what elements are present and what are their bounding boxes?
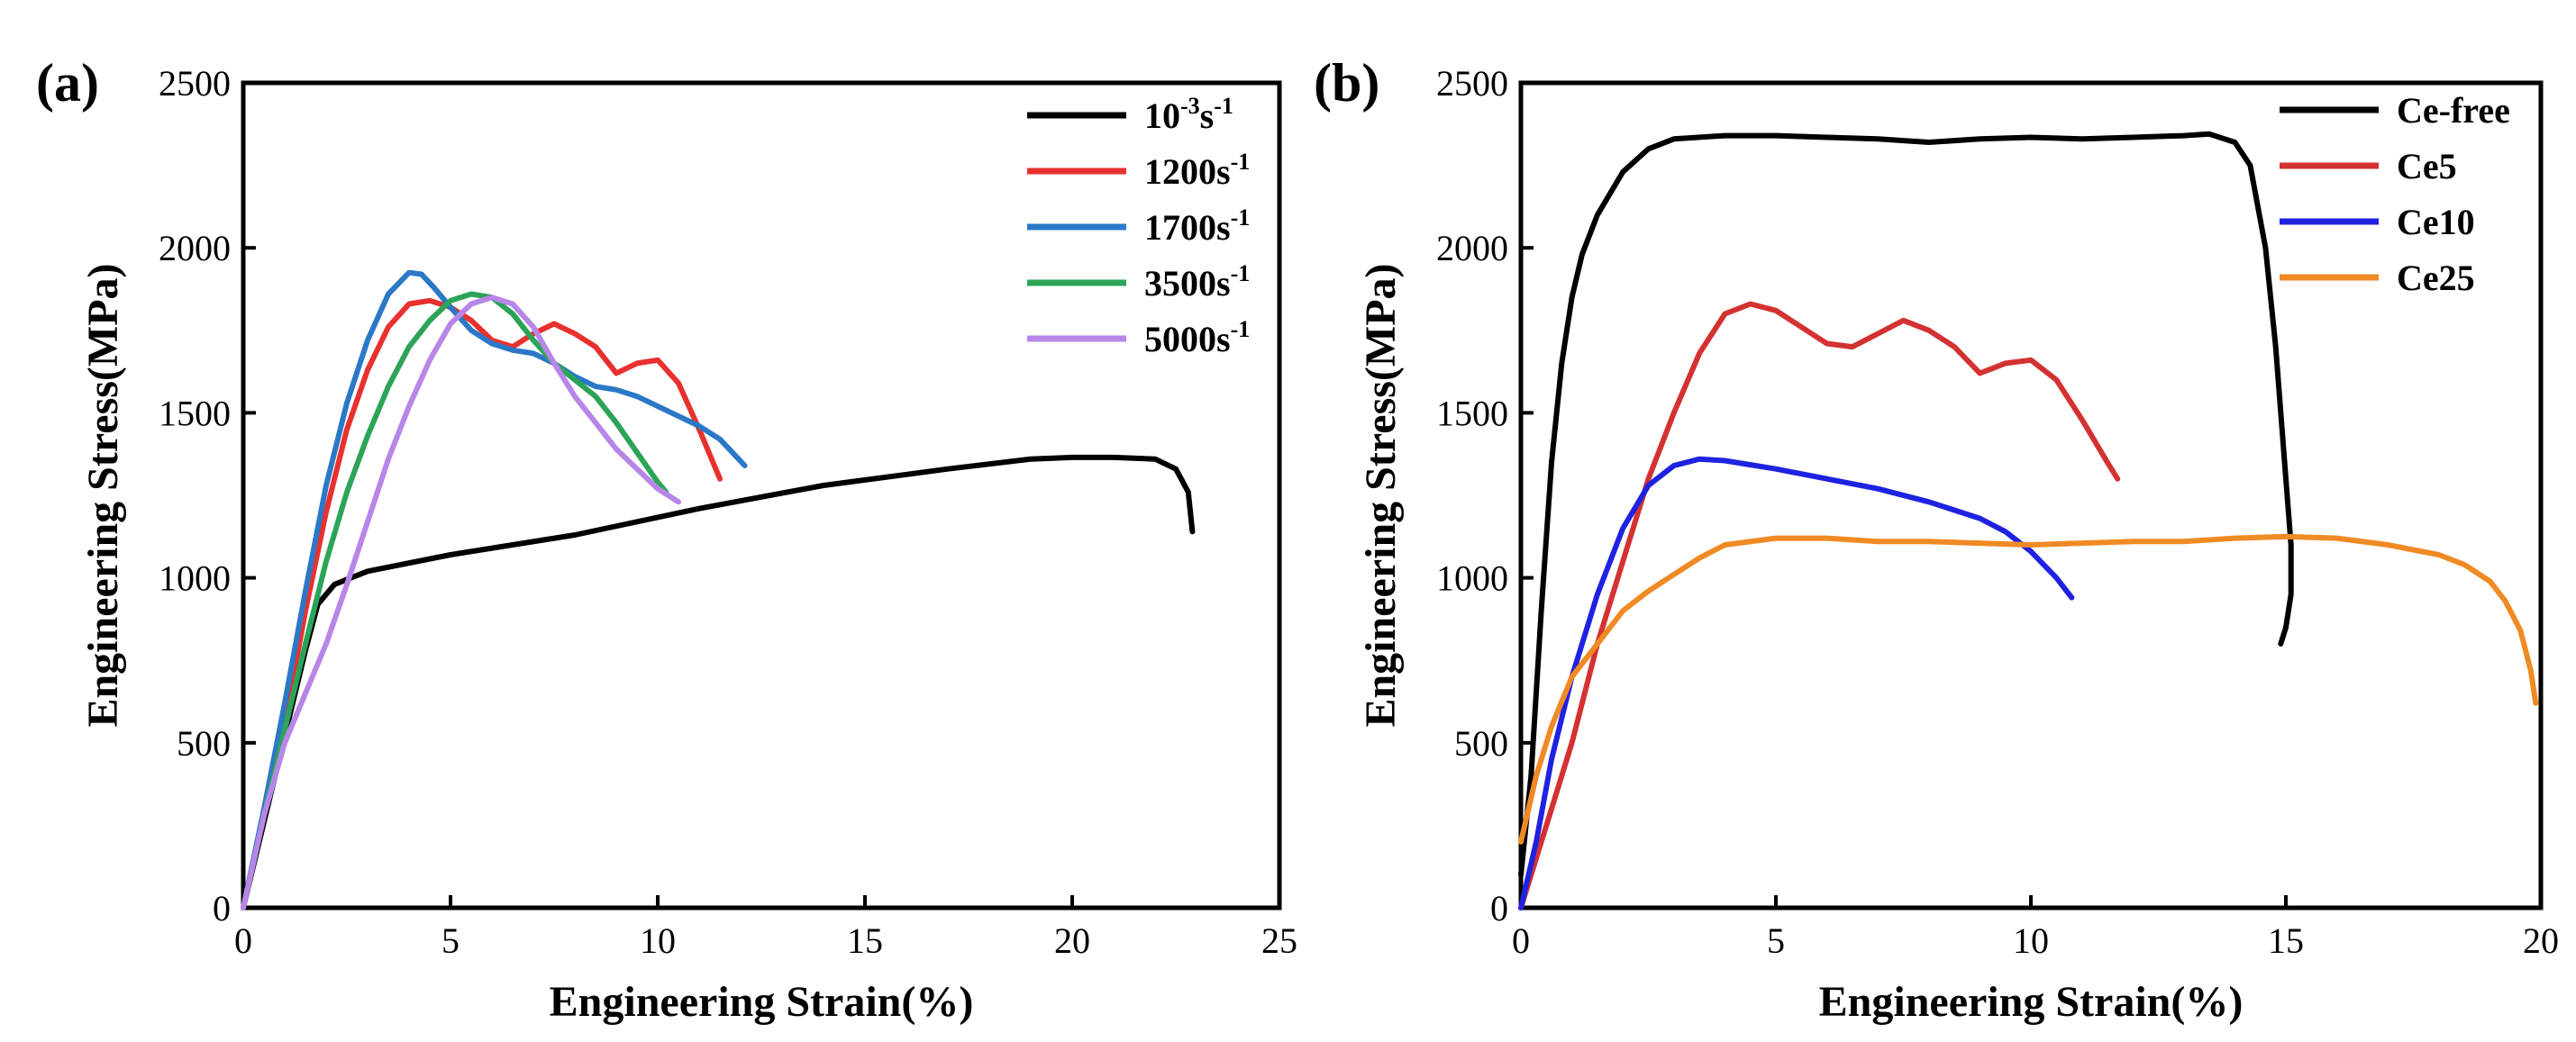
- y-tick-label: 1000: [1436, 558, 1508, 599]
- y-tick-label: 500: [177, 723, 231, 764]
- x-axis-title: Engineering Strain(%): [1819, 978, 2244, 1026]
- y-tick-label: 1500: [1436, 393, 1508, 433]
- series-line-3: [241, 291, 669, 911]
- x-tick-label: 10: [640, 920, 676, 961]
- x-axis-title: Engineering Strain(%): [550, 978, 974, 1026]
- legend-label: 1700s-1: [1144, 204, 1250, 248]
- x-tick-label: 5: [441, 920, 460, 961]
- legend-label: 3500s-1: [1144, 260, 1250, 304]
- legend-label: 1200s-1: [1144, 149, 1250, 192]
- y-tick-label: 2500: [159, 63, 231, 104]
- x-tick-label: 10: [2013, 920, 2049, 961]
- x-tick-label: 5: [1767, 920, 1785, 961]
- legend-label: Ce10: [2397, 202, 2475, 242]
- y-tick-label: 1000: [159, 558, 231, 599]
- panel-label: (b): [1314, 53, 1379, 113]
- y-axis-title: Engineering Stress(MPa): [79, 263, 127, 727]
- x-tick-label: 15: [2268, 920, 2304, 961]
- series-line-2: [241, 269, 748, 911]
- y-tick-label: 500: [1454, 723, 1508, 764]
- y-axis-title: Engineering Stress(MPa): [1357, 263, 1405, 727]
- plot-frame: [1518, 80, 2544, 911]
- series-line-2: [1518, 456, 2075, 911]
- x-tick-label: 0: [234, 920, 252, 961]
- x-tick-label: 15: [847, 920, 883, 961]
- y-tick-label: 2500: [1436, 63, 1508, 104]
- y-tick-label: 2000: [159, 228, 231, 268]
- x-tick-label: 20: [2523, 920, 2559, 961]
- series-line-0: [241, 454, 1196, 911]
- series-line-0: [1518, 131, 2294, 878]
- series-line-1: [241, 297, 723, 911]
- series-line-1: [1518, 301, 2121, 911]
- legend-label: Ce-free: [2397, 90, 2510, 131]
- y-tick-label: 2000: [1436, 228, 1508, 268]
- y-tick-label: 0: [1490, 888, 1508, 929]
- legend-label: 10-3s-1: [1144, 93, 1233, 136]
- series-line-4: [241, 294, 681, 911]
- series-line-3: [1518, 533, 2539, 845]
- plot-frame: [241, 80, 1282, 911]
- panel-label: (a): [36, 53, 99, 113]
- chart-panel-b: (b) 0 5 10 15 20 0 500 1000 1500 2000 2500 Engineeri…: [1314, 53, 2559, 1026]
- x-tick-label: 25: [1261, 920, 1297, 961]
- chart-panel-a: (a) 0 5 10 15 20 25 0 500 1000 1500 2000 2500 Enginee…: [36, 53, 1297, 1026]
- y-tick-label: 1500: [159, 393, 231, 433]
- legend-label: Ce25: [2397, 258, 2475, 298]
- x-tick-label: 20: [1054, 920, 1090, 961]
- legend-label: Ce5: [2397, 146, 2457, 186]
- legend-label: 5000s-1: [1144, 316, 1250, 359]
- x-tick-label: 0: [1512, 920, 1530, 961]
- y-tick-label: 0: [213, 888, 231, 929]
